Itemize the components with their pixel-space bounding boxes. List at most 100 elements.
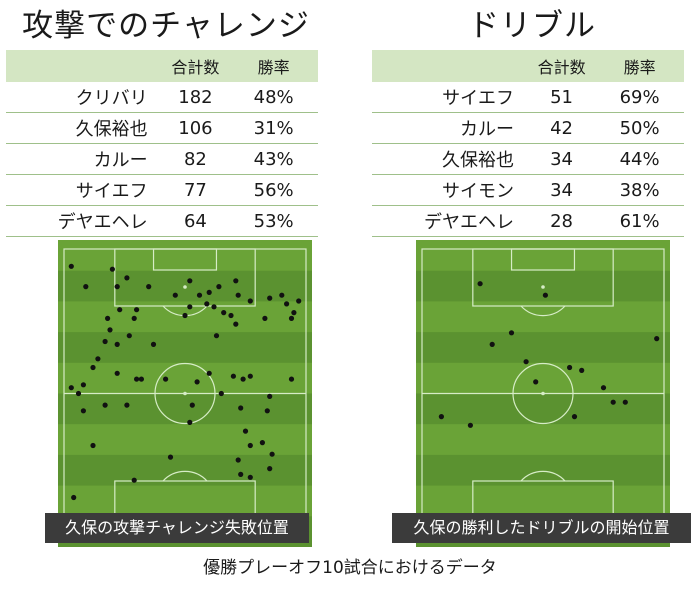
event-point [654, 336, 660, 342]
header-rate: 勝率 [229, 50, 318, 82]
event-point [247, 298, 253, 304]
event-point [238, 471, 244, 477]
player-name: カルー [6, 143, 162, 175]
event-point [80, 408, 86, 414]
center-circle [154, 362, 216, 425]
event-point [68, 385, 74, 391]
event-point [131, 315, 137, 321]
player-count: 42 [528, 112, 596, 144]
grass-stripe [58, 362, 312, 394]
grass-stripe [416, 240, 670, 272]
event-point [228, 312, 234, 319]
event-point [235, 292, 241, 298]
event-point [117, 307, 123, 313]
dribble-pitch-map [416, 240, 670, 547]
event-point [247, 474, 253, 480]
challenge-pitch-map [58, 240, 312, 547]
player-count: 64 [161, 205, 230, 237]
event-point [233, 278, 239, 284]
event-point [167, 454, 174, 460]
player-rate: 48% [229, 82, 318, 113]
event-point [95, 356, 101, 362]
header-count: 合計数 [528, 50, 596, 82]
event-point [189, 402, 195, 408]
grass-stripe [416, 332, 670, 364]
top-penalty-spot [541, 285, 545, 289]
table-row: クリバリ 182 48% [6, 82, 318, 113]
challenge-table: 合計数 勝率 クリバリ 182 48% 久保裕也 106 31% カルー 82 43% サイ… [6, 50, 318, 237]
footer-note: 優勝プレーオフ10試合におけるデータ [203, 558, 497, 578]
header-name [6, 50, 162, 82]
dribble-title: ドリブル [468, 8, 596, 44]
player-name: サイエフ [372, 82, 528, 113]
event-point [90, 364, 96, 371]
player-rate: 43% [229, 143, 318, 175]
event-point [138, 376, 144, 382]
event-point [206, 289, 212, 295]
table-header-row: 合計数 勝率 [6, 50, 318, 82]
event-point [238, 405, 244, 411]
player-rate: 50% [595, 112, 684, 144]
event-point [262, 315, 268, 321]
event-point [533, 379, 539, 385]
event-point [264, 408, 270, 414]
player-rate: 31% [229, 112, 318, 144]
grass-stripe [416, 424, 670, 456]
event-point [80, 382, 86, 388]
player-name: サイモン [372, 174, 528, 206]
player-count: 51 [528, 82, 596, 113]
player-name: クリバリ [6, 82, 162, 113]
table-row: 久保裕也 34 44% [372, 143, 684, 175]
event-point [187, 278, 193, 284]
event-point [235, 457, 241, 463]
event-point [213, 333, 220, 339]
event-point [291, 310, 297, 316]
event-point [230, 373, 236, 379]
dribble-panel: ドリブル 合計数 勝率 サイエフ 51 69% カルー 42 50% 久保裕也 34 44%… [372, 0, 692, 237]
player-rate: 53% [229, 205, 318, 237]
event-point [489, 341, 495, 347]
player-name: 久保裕也 [6, 112, 162, 144]
event-point [221, 310, 227, 316]
event-point [600, 385, 607, 391]
event-point [114, 284, 120, 290]
player-name: デヤエヘレ [6, 205, 162, 237]
player-count: 182 [161, 82, 230, 113]
grass-stripe [416, 301, 670, 333]
event-point [90, 442, 96, 449]
header-rate: 勝率 [595, 50, 684, 82]
bottom-penalty-arc [520, 470, 566, 482]
event-point [610, 399, 616, 405]
event-point [196, 292, 203, 298]
event-point [279, 292, 285, 298]
center-spot [183, 391, 187, 396]
challenge-title: 攻撃でのチャレンジ [22, 8, 310, 44]
grass-stripe [58, 393, 312, 425]
player-count: 34 [528, 174, 596, 206]
player-count: 34 [528, 143, 596, 175]
grass-stripe [416, 485, 670, 517]
event-point [579, 367, 585, 373]
header-name [372, 50, 528, 82]
event-point [114, 370, 120, 376]
event-point [194, 379, 200, 385]
event-point [477, 281, 483, 287]
event-point [269, 451, 275, 457]
table-row: サイモン 34 38% [372, 174, 684, 206]
event-point [259, 440, 265, 446]
challenge-pitch-svg [58, 240, 312, 547]
event-point [284, 301, 290, 307]
event-point [288, 376, 295, 382]
event-point [267, 393, 273, 399]
event-point [247, 373, 253, 379]
event-point [105, 315, 111, 321]
event-point [134, 307, 140, 313]
event-point [182, 312, 188, 319]
event-point [240, 376, 246, 382]
player-rate: 69% [595, 82, 684, 113]
event-point [187, 419, 193, 425]
player-name: サイエフ [6, 174, 162, 206]
event-point [204, 301, 210, 307]
event-point [508, 330, 515, 336]
event-point [542, 292, 548, 298]
